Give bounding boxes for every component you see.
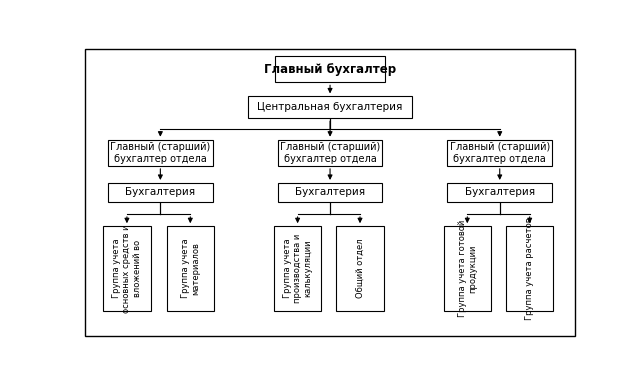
FancyBboxPatch shape [167,226,214,311]
Text: Бухгалтерия: Бухгалтерия [465,187,535,197]
Text: Главный (старший)
бухгалтер отдела: Главный (старший) бухгалтер отдела [280,142,380,163]
Text: Главный (старший)
бухгалтер отдела: Главный (старший) бухгалтер отдела [110,142,211,163]
FancyBboxPatch shape [108,139,213,166]
FancyBboxPatch shape [448,139,552,166]
Text: Бухгалтерия: Бухгалтерия [126,187,195,197]
FancyBboxPatch shape [274,226,321,311]
FancyBboxPatch shape [444,226,491,311]
Text: Общий отдел: Общий отдел [355,239,365,298]
FancyBboxPatch shape [108,183,213,202]
FancyBboxPatch shape [448,183,552,202]
FancyBboxPatch shape [506,226,553,311]
Text: Группа учета
основных средств и
вложений во: Группа учета основных средств и вложений… [112,224,142,313]
Text: Группа учета
производства и
калькуляции: Группа учета производства и калькуляции [283,234,312,303]
FancyBboxPatch shape [103,226,151,311]
Text: Группа учета
материалов: Группа учета материалов [180,239,200,298]
FancyBboxPatch shape [278,139,383,166]
Text: Главный бухгалтер: Главный бухгалтер [264,63,396,76]
Text: Центральная бухгалтерия: Центральная бухгалтерия [258,102,402,112]
Text: Группа учета готовой
продукции: Группа учета готовой продукции [458,220,477,317]
Text: Группа учета расчетов: Группа учета расчетов [526,218,534,320]
FancyBboxPatch shape [275,56,385,82]
Text: Главный (старший)
бухгалтер отдела: Главный (старший) бухгалтер отдела [450,142,550,163]
FancyBboxPatch shape [278,183,383,202]
Text: Бухгалтерия: Бухгалтерия [295,187,365,197]
FancyBboxPatch shape [248,96,412,118]
FancyBboxPatch shape [336,226,384,311]
